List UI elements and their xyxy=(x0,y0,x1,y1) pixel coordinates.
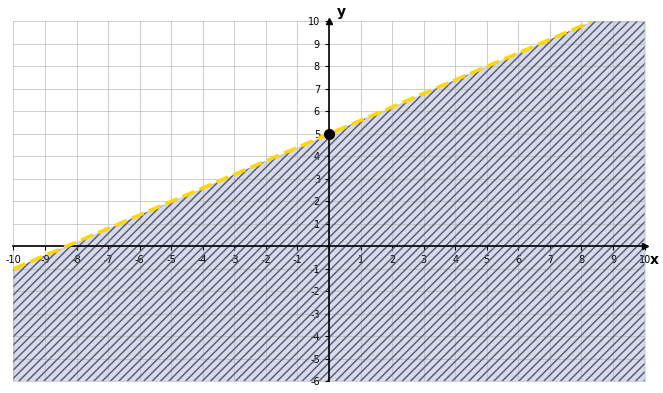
Text: x: x xyxy=(649,253,658,267)
Text: y: y xyxy=(337,5,346,19)
